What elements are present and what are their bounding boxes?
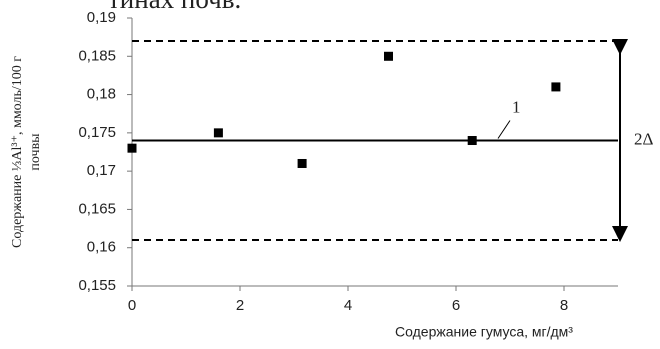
point	[467, 136, 477, 146]
y-axis-label-line: Содержание ⅓Al³⁺, ммоль/100 г	[10, 56, 25, 248]
x-tick-label: 6	[452, 297, 460, 314]
x-tick-label: 2	[236, 297, 244, 314]
y-tick-label: 0,19	[87, 9, 116, 26]
y-tick-label: 0,155	[78, 277, 116, 294]
point	[297, 158, 307, 168]
x-tick-label: 0	[128, 297, 136, 314]
y-tick-label: 0,16	[87, 239, 116, 256]
point	[127, 143, 137, 153]
y-tick-label: 0,165	[78, 200, 116, 217]
x-axis-label: Содержание гумуса, мг/дм³	[395, 324, 573, 340]
page-text: тинах почв.	[108, 0, 241, 14]
y-axis-label: Содержание ⅓Al³⁺, ммоль/100 г почвы	[10, 56, 43, 248]
range-label: 2Δ	[634, 129, 654, 148]
y-axis-label-line: почвы	[28, 133, 43, 171]
y-tick-label: 0,17	[87, 162, 116, 179]
x-tick-label: 4	[344, 297, 352, 314]
label-leader	[497, 120, 511, 139]
x-tick-label: 8	[560, 297, 568, 314]
y-tick-label: 0,185	[78, 47, 116, 64]
point	[384, 51, 393, 61]
point	[213, 128, 223, 138]
point	[551, 82, 561, 92]
line-label: 1	[512, 97, 521, 116]
y-tick-label: 0,175	[78, 124, 116, 141]
y-tick-label: 0,18	[87, 86, 116, 103]
